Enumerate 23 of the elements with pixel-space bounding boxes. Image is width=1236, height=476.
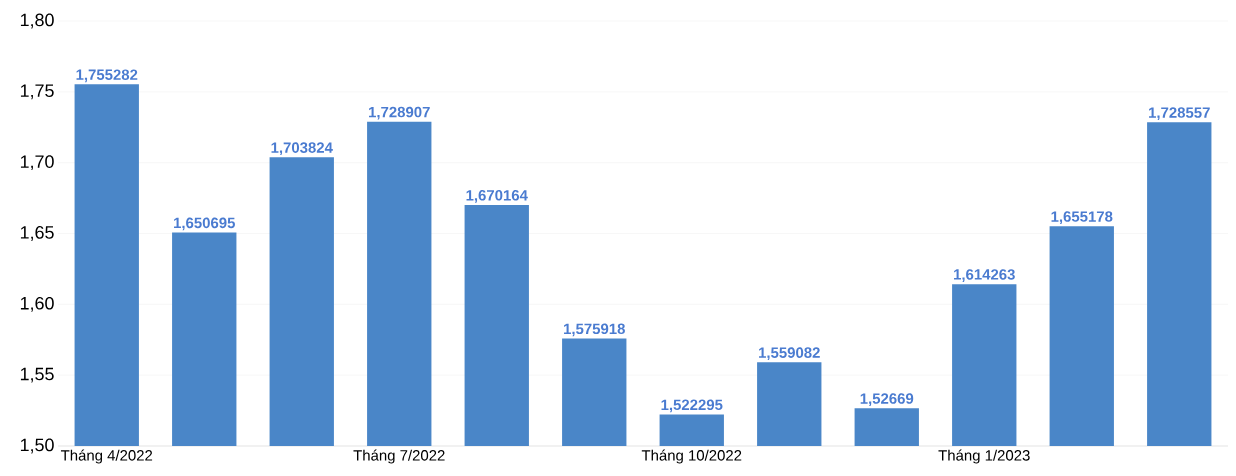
- y-tick-label: 1,60: [20, 296, 54, 312]
- data-label: 1,655178: [1051, 211, 1113, 224]
- y-tick-label: 1,55: [20, 367, 54, 383]
- x-tick-label: Tháng 1/2023: [938, 449, 1030, 464]
- data-label: 1,728557: [1149, 107, 1210, 121]
- data-label: 1,522295: [661, 399, 723, 413]
- x-tick-label: Tháng 4/2022: [60, 449, 153, 464]
- y-tick-label: 1,65: [20, 226, 54, 241]
- x-tick-label: Tháng 10/2022: [641, 449, 742, 464]
- x-tick-label: Tháng 7/2022: [353, 449, 445, 464]
- data-label: 1,728907: [369, 106, 430, 120]
- data-label: 1,670164: [466, 189, 528, 203]
- data-label: 1,575918: [564, 323, 625, 337]
- data-label: 1,559082: [759, 347, 820, 361]
- y-tick-label: 1,75: [20, 84, 54, 100]
- data-label: 1,703824: [271, 142, 333, 156]
- data-label: 1,650695: [174, 217, 235, 231]
- y-tick-label: 1,50: [20, 438, 54, 454]
- data-label: 1,755282: [76, 69, 138, 83]
- y-tick-label: 1,80: [20, 13, 54, 29]
- data-label: 1,614263: [954, 269, 1015, 282]
- data-label: 1,52669: [860, 393, 914, 406]
- y-tick-label: 1,70: [20, 155, 54, 171]
